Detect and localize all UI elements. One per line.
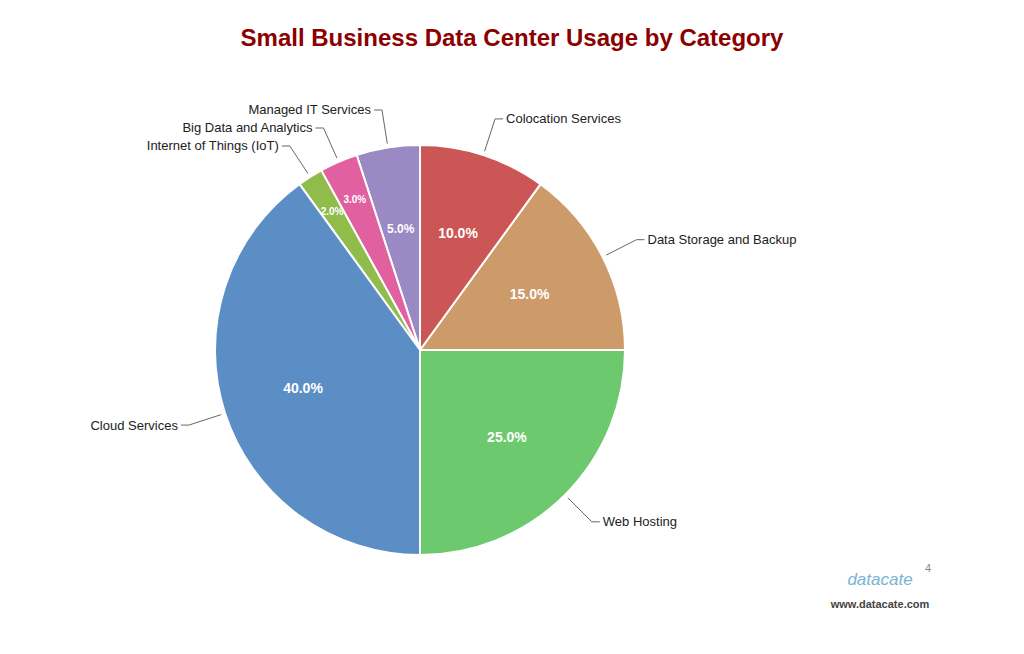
slice xyxy=(420,145,540,350)
category-label: Colocation Services xyxy=(506,111,621,126)
category-label: Cloud Services xyxy=(90,418,178,433)
leader-line xyxy=(568,498,600,522)
category-label: Managed IT Services xyxy=(248,102,371,117)
category-label: Big Data and Analytics xyxy=(182,120,313,135)
leader-line xyxy=(606,240,644,255)
leader-line xyxy=(181,415,221,426)
title: Small Business Data Center Usage by Cate… xyxy=(241,24,785,51)
annotation: 4 xyxy=(925,562,931,574)
data-label: 3.0% xyxy=(343,194,366,205)
data-label: 5.0% xyxy=(387,222,415,236)
annotation: www.datacate.com xyxy=(830,598,930,610)
data-label: 2.0% xyxy=(321,206,344,217)
leader-line xyxy=(282,146,308,174)
data-label: 10.0% xyxy=(438,225,478,241)
chart: Small Business Data Center Usage by Cate… xyxy=(0,0,1024,654)
labels: 25.0% 15.0% 10.0% 5.0% 3.0%2.0% 40.0% Web Host… xyxy=(90,102,796,529)
slice xyxy=(215,184,420,555)
slices xyxy=(215,145,625,555)
leader-line xyxy=(485,119,504,151)
slice xyxy=(420,350,625,555)
data-label: 25.0% xyxy=(487,429,527,445)
watermark: datacate 4 www.datacate.com xyxy=(830,562,931,610)
category-label: Web Hosting xyxy=(603,514,677,529)
data-label: 40.0% xyxy=(283,380,323,396)
leader-line xyxy=(374,110,387,144)
category-label: Data Storage and Backup xyxy=(648,232,797,247)
leader-line xyxy=(315,128,337,158)
data-label: 15.0% xyxy=(510,286,550,302)
annotation: datacate xyxy=(847,570,912,589)
category-label: Internet of Things (IoT) xyxy=(147,138,279,153)
